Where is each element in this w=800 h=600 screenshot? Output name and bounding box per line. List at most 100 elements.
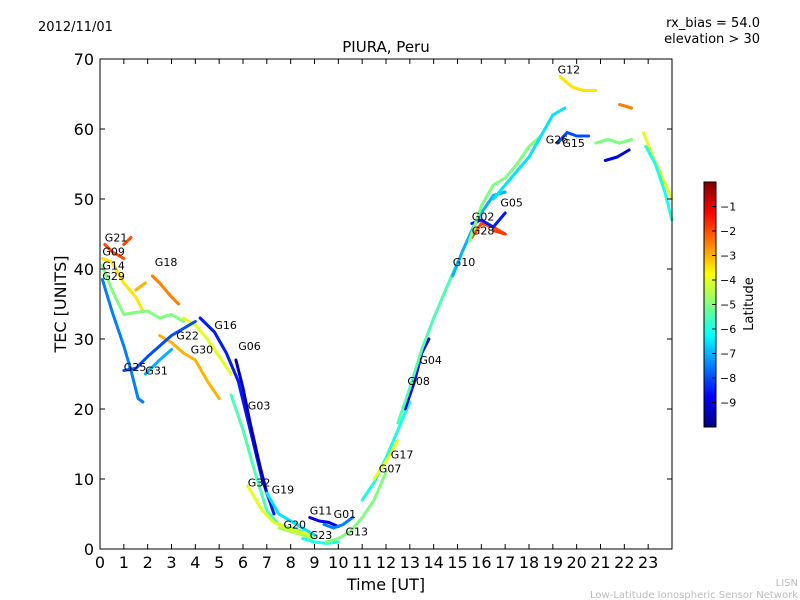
x-tick-label-14: 14 <box>423 553 443 572</box>
series-label-g29: G29 <box>102 270 125 283</box>
x-tick-label-4: 4 <box>190 553 200 572</box>
colorbar-tick-label--5: −5 <box>720 299 736 312</box>
series-track-unlabeled-30 <box>594 138 633 145</box>
series-track-g17 <box>360 400 412 502</box>
series-track-unlabeled-35 <box>122 236 133 246</box>
x-tick-label-21: 21 <box>590 553 610 572</box>
series-label-g31: G31 <box>145 365 168 378</box>
series-track-g19 <box>265 491 316 537</box>
x-tick-label-13: 13 <box>400 553 420 572</box>
watermark-long: Low-Latitude Ionospheric Sensor Network <box>590 590 798 600</box>
x-tick-label-10: 10 <box>328 553 348 572</box>
series-label-g30: G30 <box>191 344 214 357</box>
y-tick-label-20: 20 <box>74 400 94 419</box>
series-track-g21 <box>103 243 126 260</box>
series-label-g17: G17 <box>391 449 414 462</box>
x-tick-label-20: 20 <box>566 553 586 572</box>
series-label-g19: G19 <box>272 484 295 497</box>
y-tick-label-0: 0 <box>84 540 94 559</box>
series-track-g18 <box>150 274 181 306</box>
x-tick-label-11: 11 <box>352 553 372 572</box>
series-track-g01 <box>322 516 355 530</box>
series-track-unlabeled-34 <box>644 145 674 222</box>
series-track-g22 <box>158 334 221 400</box>
series-label-g16: G16 <box>214 319 237 332</box>
y-axis-label: TEC [UNITS] <box>51 256 70 354</box>
series-label-g18: G18 <box>155 256 178 269</box>
series-track-g15 <box>556 131 591 145</box>
series-track-unlabeled-37 <box>491 229 507 236</box>
series-track-g31 <box>143 348 173 376</box>
y-tick-label-50: 50 <box>74 190 94 209</box>
series-track-unlabeled-31 <box>603 148 631 162</box>
x-tick-label-22: 22 <box>614 553 634 572</box>
series-track-g29 <box>100 278 145 404</box>
series-track-g14 <box>100 264 185 323</box>
colorbar-label: Latitude <box>742 277 757 331</box>
series-label-g23: G23 <box>310 529 333 542</box>
series-track-g32 <box>246 484 312 537</box>
colorbar-tick-label--3: −3 <box>720 250 736 263</box>
series-label-g04: G04 <box>419 354 442 367</box>
series-label-g15: G15 <box>562 137 585 150</box>
series-track-g08 <box>396 260 459 425</box>
series-label-g01: G01 <box>334 508 357 521</box>
x-tick-label-17: 17 <box>495 553 515 572</box>
x-tick-label-18: 18 <box>519 553 539 572</box>
series-label-g32: G32 <box>248 477 271 490</box>
x-axis-label: Time [UT] <box>346 575 425 594</box>
chart-title: PIURA, Peru <box>342 38 429 56</box>
colorbar-tick-label--6: −6 <box>720 323 736 336</box>
series-label-g21: G21 <box>105 232 128 245</box>
series-label-g11: G11 <box>310 505 333 518</box>
y-tick-label-70: 70 <box>74 50 94 69</box>
x-tick-label-5: 5 <box>214 553 224 572</box>
x-tick-label-12: 12 <box>376 553 396 572</box>
x-tick-label-8: 8 <box>286 553 296 572</box>
series-label-g25: G25 <box>124 361 147 374</box>
colorbar-ticks: −1 −2 −3 −4 −5 −6 −7 −8 −9 <box>712 201 736 410</box>
series-label-g07: G07 <box>379 463 402 476</box>
series-track-g28 <box>470 222 507 239</box>
series-label-g09: G09 <box>102 246 125 259</box>
series-label-g28: G28 <box>472 225 495 238</box>
x-tick-label-23: 23 <box>638 553 658 572</box>
x-axis: 0 1 2 3 4 5 6 7 8 9 10 11 12 13 14 15 16 17 18 19 20 21 22 23 <box>95 59 658 572</box>
series-track-unlabeled-33 <box>641 131 674 201</box>
series-track-g07 <box>372 439 400 481</box>
x-tick-label-16: 16 <box>471 553 491 572</box>
series-label-g14: G14 <box>102 260 125 273</box>
series-label-layer: G21G09G14G29G18G22G30G25G31G16G06G03G32G… <box>102 64 585 543</box>
y-tick-label-30: 30 <box>74 330 94 349</box>
series-label-g03: G03 <box>248 400 271 413</box>
y-tick-label-40: 40 <box>74 260 94 279</box>
x-tick-label-2: 2 <box>143 553 153 572</box>
series-label-g20: G20 <box>284 519 307 532</box>
x-tick-label-1: 1 <box>119 553 129 572</box>
colorbar-tick-label--7: −7 <box>720 348 736 361</box>
series-track-g11 <box>308 516 340 529</box>
y-tick-label-10: 10 <box>74 470 94 489</box>
y-tick-label-60: 60 <box>74 120 94 139</box>
colorbar-tick-label--1: −1 <box>720 201 736 214</box>
series-track-g06 <box>234 358 269 495</box>
x-tick-label-7: 7 <box>262 553 272 572</box>
y-axis: 0 10 20 30 40 50 60 70 <box>74 50 672 559</box>
series-label-g02: G02 <box>472 211 495 224</box>
series-track-g12 <box>558 75 598 92</box>
series-label-g22: G22 <box>176 330 199 343</box>
series-track-g26 <box>491 106 567 201</box>
series-track-g09 <box>100 257 145 313</box>
colorbar-tick-label--2: −2 <box>720 225 736 238</box>
x-tick-label-6: 6 <box>238 553 248 572</box>
annotation-rx-bias: rx_bias = 54.0 <box>666 16 760 31</box>
watermark-short: LISN <box>776 578 798 589</box>
data-layer <box>100 75 674 545</box>
series-track-unlabeled-32 <box>618 103 633 110</box>
series-track-unlabeled-36 <box>134 281 147 292</box>
colorbar-tick-label--9: −9 <box>720 397 736 410</box>
series-track-g25 <box>122 320 197 372</box>
x-tick-label-19: 19 <box>543 553 563 572</box>
series-label-g06: G06 <box>238 340 261 353</box>
